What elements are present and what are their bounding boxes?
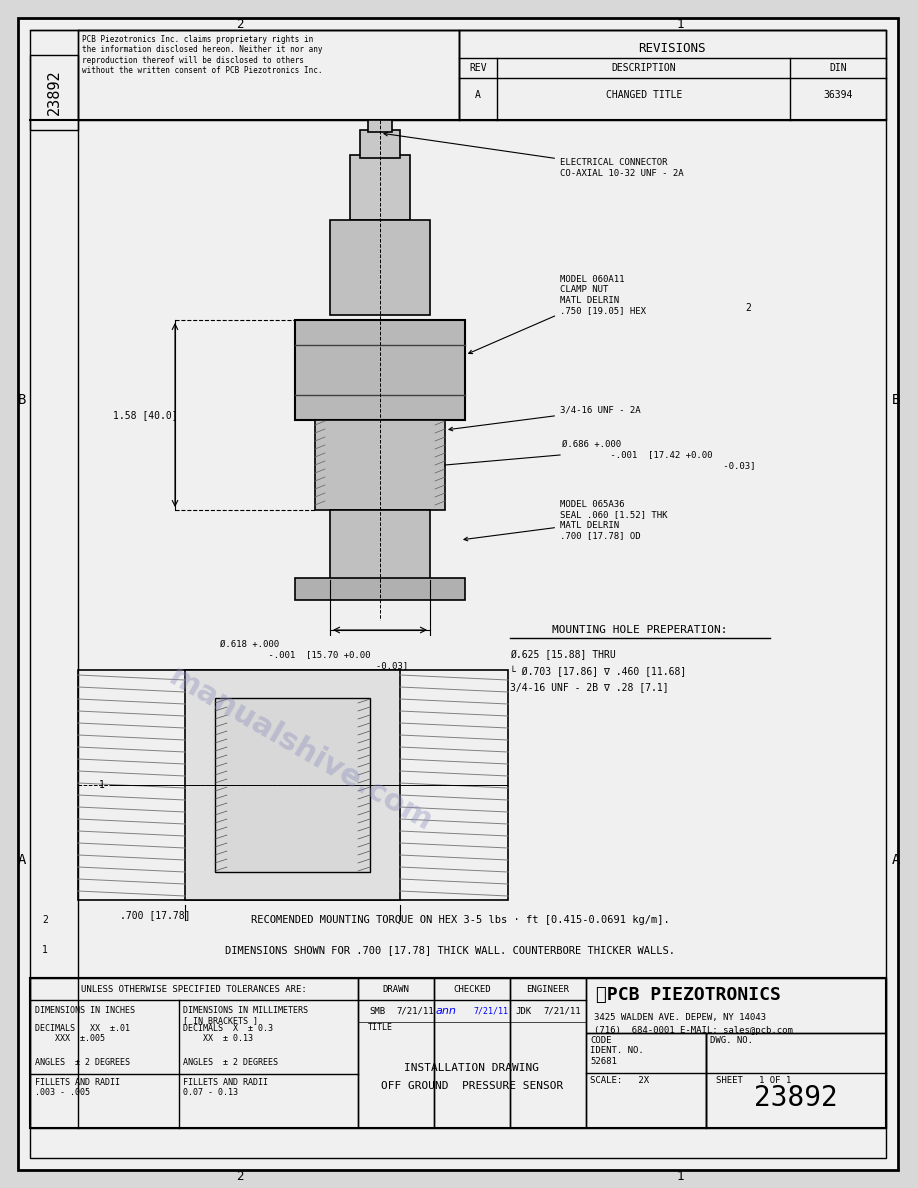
Bar bbox=[215, 699, 370, 872]
Text: OFF GROUND  PRESSURE SENSOR: OFF GROUND PRESSURE SENSOR bbox=[381, 1081, 563, 1091]
Text: DECIMALS   XX  ±.01
    XXX  ±.005: DECIMALS XX ±.01 XXX ±.005 bbox=[35, 1024, 130, 1043]
Text: DWG. NO.: DWG. NO. bbox=[710, 1036, 753, 1045]
Text: .700 [17.78]: .700 [17.78] bbox=[119, 910, 190, 920]
Text: Ø.618 +.000
         -.001  [15.70 +0.00
                             -0.03]: Ø.618 +.000 -.001 [15.70 +0.00 -0.03] bbox=[220, 640, 409, 670]
Text: JDK: JDK bbox=[516, 1006, 532, 1016]
Text: UNLESS OTHERWISE SPECIFIED TOLERANCES ARE:: UNLESS OTHERWISE SPECIFIED TOLERANCES AR… bbox=[81, 985, 307, 993]
Text: 2: 2 bbox=[236, 1169, 244, 1182]
Bar bbox=[368, 120, 392, 132]
Text: ann: ann bbox=[436, 1006, 457, 1016]
Text: Ø.625 [15.88] THRU: Ø.625 [15.88] THRU bbox=[510, 650, 616, 661]
Text: DIN: DIN bbox=[829, 63, 846, 72]
Text: FILLETS AND RADII
0.07 - 0.13: FILLETS AND RADII 0.07 - 0.13 bbox=[183, 1078, 268, 1098]
Text: ANGLES  ± 2 DEGREES: ANGLES ± 2 DEGREES bbox=[183, 1059, 278, 1067]
Text: 1: 1 bbox=[677, 1169, 684, 1182]
Text: CODE
IDENT. NO.
52681: CODE IDENT. NO. 52681 bbox=[590, 1036, 644, 1066]
Bar bbox=[30, 55, 78, 129]
Text: Ø.686 +.000
         -.001  [17.42 +0.00
                              -0.03]: Ø.686 +.000 -.001 [17.42 +0.00 -0.03] bbox=[562, 440, 756, 470]
Text: 7/21/11: 7/21/11 bbox=[543, 1006, 581, 1016]
Text: RECOMENDED MOUNTING TORQUE ON HEX 3-5 lbs · ft [0.415-0.0691 kg/m].: RECOMENDED MOUNTING TORQUE ON HEX 3-5 lb… bbox=[251, 915, 669, 925]
Text: INSTALLATION DRAWING: INSTALLATION DRAWING bbox=[405, 1063, 540, 1073]
Text: PCB Piezotronics Inc. claims proprietary rights in
the information disclosed her: PCB Piezotronics Inc. claims proprietary… bbox=[82, 34, 322, 75]
Text: CHANGED TITLE: CHANGED TITLE bbox=[606, 90, 682, 100]
Bar bbox=[350, 154, 410, 220]
Text: ⓅPCB PIEZOTRONICS: ⓅPCB PIEZOTRONICS bbox=[596, 986, 781, 1004]
Text: 2: 2 bbox=[745, 303, 751, 312]
Text: DESCRIPTION: DESCRIPTION bbox=[611, 63, 677, 72]
Text: 2: 2 bbox=[42, 915, 48, 925]
Text: (716)  684-0001 E-MAIL: sales@pcb.com: (716) 684-0001 E-MAIL: sales@pcb.com bbox=[594, 1026, 793, 1035]
Bar bbox=[315, 421, 445, 510]
Bar bbox=[295, 320, 465, 421]
Text: CHECKED: CHECKED bbox=[453, 985, 491, 993]
Text: 3/4-16 UNF - 2B ∇ .28 [7.1]: 3/4-16 UNF - 2B ∇ .28 [7.1] bbox=[510, 682, 668, 691]
Bar bbox=[459, 30, 886, 120]
Text: FILLETS AND RADII
.003 - .005: FILLETS AND RADII .003 - .005 bbox=[35, 1078, 120, 1098]
Text: 3425 WALDEN AVE. DEPEW, NY 14043: 3425 WALDEN AVE. DEPEW, NY 14043 bbox=[594, 1013, 766, 1022]
Bar bbox=[185, 670, 400, 901]
Text: SCALE:   2X: SCALE: 2X bbox=[590, 1076, 649, 1085]
Text: MODEL 065A36
SEAL .060 [1.52] THK
MATL DELRIN
.700 [17.78] OD: MODEL 065A36 SEAL .060 [1.52] THK MATL D… bbox=[464, 500, 667, 541]
Bar bbox=[510, 978, 586, 1127]
Bar bbox=[586, 1034, 706, 1127]
Text: MODEL 060A11
CLAMP NUT
MATL DELRIN
.750 [19.05] HEX: MODEL 060A11 CLAMP NUT MATL DELRIN .750 … bbox=[469, 274, 646, 354]
Text: DECIMALS  X  ± 0.3
    XX  ± 0.13: DECIMALS X ± 0.3 XX ± 0.13 bbox=[183, 1024, 273, 1043]
Text: DIMENSIONS SHOWN FOR .700 [17.78] THICK WALL. COUNTERBORE THICKER WALLS.: DIMENSIONS SHOWN FOR .700 [17.78] THICK … bbox=[225, 944, 675, 955]
Bar bbox=[706, 1034, 886, 1127]
Bar bbox=[78, 30, 459, 120]
Text: └ Ø.703 [17.86] ∇ .460 [11.68]: └ Ø.703 [17.86] ∇ .460 [11.68] bbox=[510, 666, 687, 677]
Text: REV: REV bbox=[469, 63, 487, 72]
Text: SMB: SMB bbox=[369, 1006, 385, 1016]
Text: 23892: 23892 bbox=[754, 1083, 838, 1112]
Text: 1.58 [40.0]: 1.58 [40.0] bbox=[113, 410, 177, 421]
Bar bbox=[30, 978, 358, 1127]
Text: 1: 1 bbox=[99, 781, 105, 790]
Text: 1: 1 bbox=[677, 18, 684, 31]
Text: A: A bbox=[891, 853, 901, 867]
Bar bbox=[30, 978, 886, 1127]
Text: A: A bbox=[475, 90, 481, 100]
Text: TITLE: TITLE bbox=[368, 1024, 393, 1032]
Bar bbox=[360, 129, 400, 158]
Text: DRAWN: DRAWN bbox=[383, 985, 409, 993]
Text: B: B bbox=[17, 393, 27, 407]
Text: A: A bbox=[17, 853, 27, 867]
Text: 1: 1 bbox=[42, 944, 48, 955]
Text: ENGINEER: ENGINEER bbox=[527, 985, 569, 993]
Text: REVISIONS: REVISIONS bbox=[638, 42, 706, 55]
Bar bbox=[330, 510, 430, 580]
Text: 23892: 23892 bbox=[47, 69, 62, 115]
Text: 7/21/11: 7/21/11 bbox=[474, 1006, 509, 1016]
Text: MOUNTING HOLE PREPERATION:: MOUNTING HOLE PREPERATION: bbox=[553, 625, 728, 636]
Text: 2: 2 bbox=[236, 18, 244, 31]
Bar bbox=[358, 978, 434, 1127]
Bar bbox=[330, 220, 430, 315]
Text: DIMENSIONS IN MILLIMETERS
[ IN BRACKETS ]: DIMENSIONS IN MILLIMETERS [ IN BRACKETS … bbox=[183, 1006, 308, 1025]
Bar bbox=[295, 579, 465, 600]
Text: ANGLES  ± 2 DEGREES: ANGLES ± 2 DEGREES bbox=[35, 1059, 130, 1067]
Text: 3/4-16 UNF - 2A: 3/4-16 UNF - 2A bbox=[449, 405, 641, 431]
Bar bbox=[78, 670, 508, 901]
Text: SHEET   1 OF 1: SHEET 1 OF 1 bbox=[716, 1076, 791, 1085]
Text: DIMENSIONS IN INCHES: DIMENSIONS IN INCHES bbox=[35, 1006, 135, 1015]
Text: 36394: 36394 bbox=[823, 90, 853, 100]
Bar bbox=[434, 978, 510, 1127]
Text: B: B bbox=[891, 393, 901, 407]
Text: 7/21/11: 7/21/11 bbox=[397, 1006, 434, 1016]
Bar bbox=[586, 978, 886, 1034]
Text: manualshive.com: manualshive.com bbox=[163, 663, 437, 838]
Text: ELECTRICAL CONNECTOR
CO-AXIAL 10-32 UNF - 2A: ELECTRICAL CONNECTOR CO-AXIAL 10-32 UNF … bbox=[384, 132, 684, 178]
